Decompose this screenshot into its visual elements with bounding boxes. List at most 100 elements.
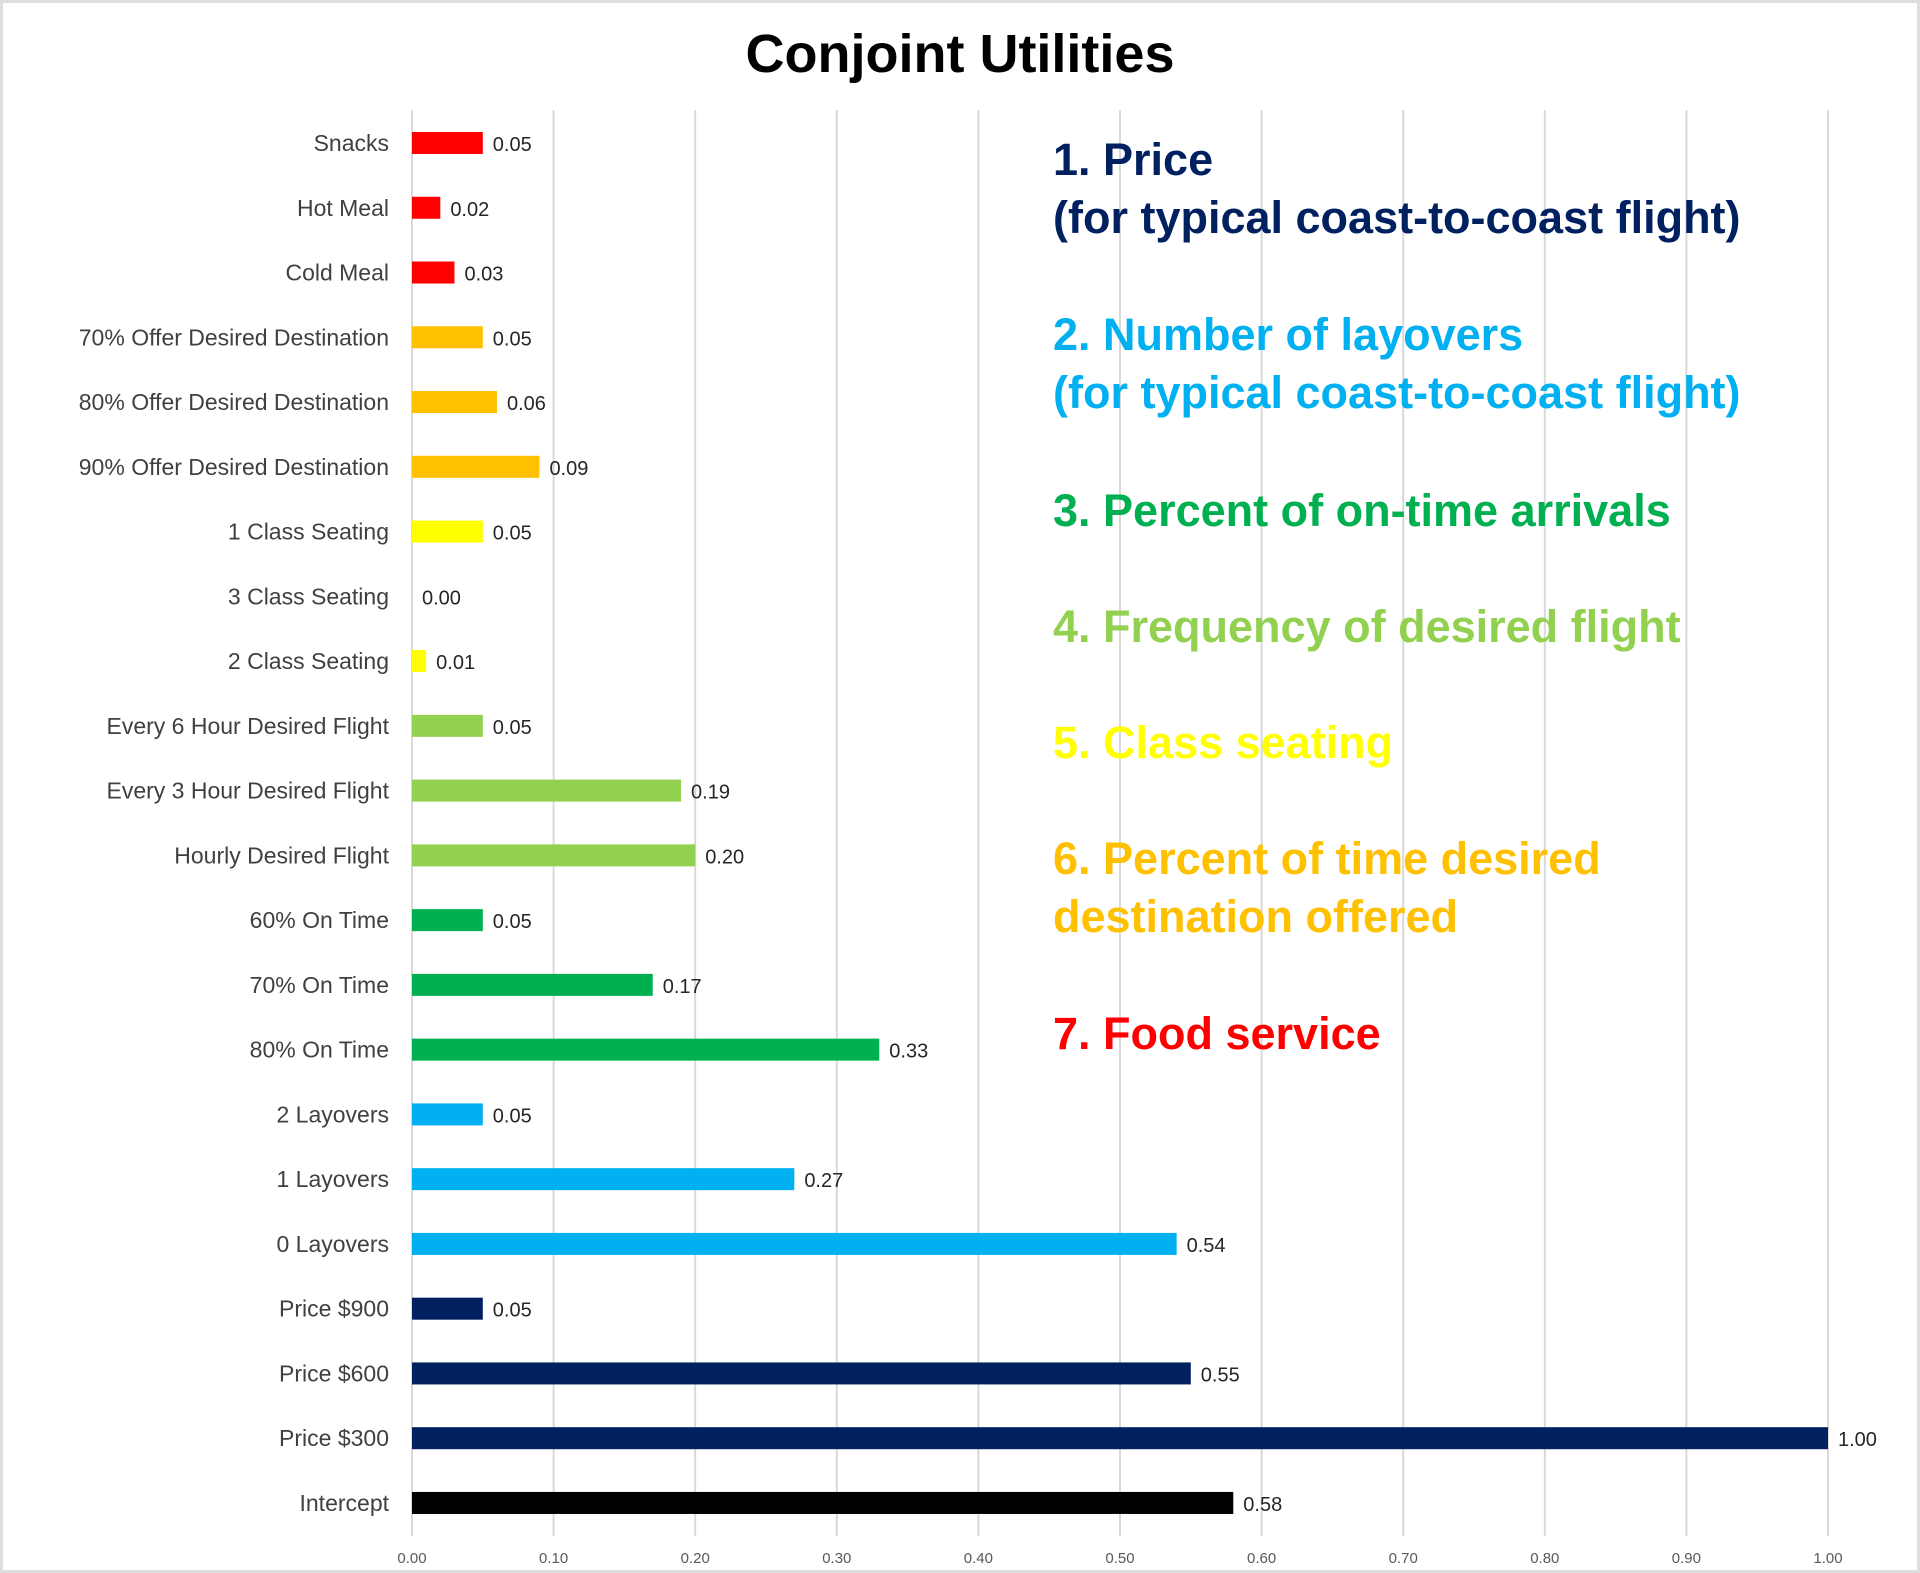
category-label: Price $300: [279, 1425, 389, 1451]
value-label: 0.55: [1201, 1364, 1240, 1386]
legend-entry: 6. Percent of time desired destination of…: [1053, 833, 1601, 942]
value-label: 0.06: [507, 393, 546, 415]
legend-entry: 1. Price (for typical coast-to-coast flig…: [1053, 134, 1741, 243]
legend-text: destination offered: [1053, 891, 1458, 942]
value-labels: 0.05 0.02 0.03 0.05 0.06 0.09 0.05 0.00 0.01 0.05…: [422, 134, 1877, 1516]
category-label: 70% On Time: [250, 972, 389, 998]
bar: [412, 326, 483, 349]
x-tick-label: 0.60: [1247, 1550, 1276, 1567]
category-label: Intercept: [300, 1490, 390, 1516]
category-label: Every 6 Hour Desired Flight: [107, 713, 390, 739]
category-label: 1 Layovers: [276, 1166, 389, 1192]
category-label: 0 Layovers: [276, 1231, 389, 1257]
bar: [412, 714, 483, 737]
x-tick-label: 1.00: [1813, 1550, 1842, 1567]
value-label: 0.00: [422, 587, 461, 609]
category-label: Price $900: [279, 1296, 389, 1322]
bar: [412, 1491, 1234, 1514]
value-label: 0.03: [464, 264, 503, 286]
legend-text: 1. Price: [1053, 134, 1213, 185]
category-label: 3 Class Seating: [228, 583, 389, 609]
bar: [412, 650, 427, 673]
x-tick-label: 0.20: [681, 1550, 710, 1567]
bar: [412, 261, 455, 284]
legend-entry: 7. Food service: [1053, 1008, 1381, 1059]
category-label: 60% On Time: [250, 907, 389, 933]
legend-text: 6. Percent of time desired: [1053, 833, 1601, 884]
value-label: 0.05: [493, 523, 532, 545]
x-tick-label: 0.10: [539, 1550, 568, 1567]
value-label: 0.05: [493, 328, 532, 350]
value-label: 0.54: [1187, 1235, 1226, 1257]
value-label: 0.05: [493, 1105, 532, 1127]
legend-text: 3. Percent of on-time arrivals: [1053, 485, 1671, 536]
legend-text: (for typical coast-to-coast flight): [1053, 192, 1741, 243]
value-label: 0.17: [663, 976, 702, 998]
bar: [412, 909, 483, 932]
legend-entry: 2. Number of layovers (for typical coast-…: [1053, 309, 1741, 418]
bar: [412, 196, 441, 219]
category-label: Hourly Desired Flight: [174, 842, 389, 868]
category-label: Every 3 Hour Desired Flight: [107, 778, 390, 804]
bar: [412, 779, 682, 802]
bar: [412, 1362, 1191, 1385]
bars: [412, 132, 1828, 1514]
x-tick-label: 0.50: [1105, 1550, 1134, 1567]
value-label: 0.05: [493, 911, 532, 933]
bar: [412, 973, 653, 996]
bar: [412, 455, 540, 478]
legend-text: 4. Frequency of desired flight: [1053, 601, 1681, 652]
value-label: 0.01: [436, 652, 475, 674]
value-label: 0.05: [493, 717, 532, 739]
legend-text: 5. Class seating: [1053, 717, 1393, 768]
category-labels: Snacks Hot Meal Cold Meal 70% Offer Desired…: [79, 130, 390, 1516]
x-axis-tick-labels: 0.00 0.10 0.20 0.30 0.40 0.50 0.60 0.70 0.80 0.90…: [397, 1550, 1842, 1567]
legend-text: 7. Food service: [1053, 1008, 1381, 1059]
value-label: 0.20: [705, 846, 744, 868]
category-label: Hot Meal: [297, 195, 389, 221]
category-label: Price $600: [279, 1360, 389, 1386]
legend-text: 2. Number of layovers: [1053, 309, 1523, 360]
bar: [412, 1168, 795, 1191]
category-label: 80% Offer Desired Destination: [79, 389, 389, 415]
bar: [412, 1297, 483, 1320]
category-label: 1 Class Seating: [228, 519, 389, 545]
value-label: 0.19: [691, 782, 730, 804]
legend-entry: 5. Class seating: [1053, 717, 1393, 768]
x-tick-label: 0.70: [1389, 1550, 1418, 1567]
x-tick-label: 0.90: [1672, 1550, 1701, 1567]
value-label: 0.05: [493, 134, 532, 156]
value-label: 0.02: [450, 199, 489, 221]
category-label: 2 Layovers: [276, 1101, 389, 1127]
legend-text: (for typical coast-to-coast flight): [1053, 367, 1741, 418]
value-label: 0.33: [889, 1041, 928, 1063]
x-tick-label: 0.80: [1530, 1550, 1559, 1567]
bar: [412, 132, 483, 154]
category-label: 80% On Time: [250, 1037, 389, 1063]
legend-entry: 4. Frequency of desired flight: [1053, 601, 1681, 652]
bar: [412, 1232, 1177, 1255]
bar: [412, 1038, 880, 1061]
category-label: Cold Meal: [285, 260, 389, 286]
bar: [412, 1103, 483, 1126]
bar: [412, 1427, 1828, 1450]
bar: [412, 844, 696, 867]
category-label: 70% Offer Desired Destination: [79, 324, 389, 350]
legend-entry: 3. Percent of on-time arrivals: [1053, 485, 1671, 536]
category-label: 2 Class Seating: [228, 648, 389, 674]
x-tick-label: 0.00: [397, 1550, 426, 1567]
x-tick-label: 0.30: [822, 1550, 851, 1567]
x-tick-label: 0.40: [964, 1550, 993, 1567]
value-label: 0.09: [549, 458, 588, 480]
category-label: Snacks: [314, 130, 389, 156]
value-label: 0.58: [1243, 1494, 1282, 1516]
value-label: 0.27: [804, 1170, 843, 1192]
bar: [412, 391, 497, 414]
value-label: 0.05: [493, 1300, 532, 1322]
category-label: 90% Offer Desired Destination: [79, 454, 389, 480]
legend: 1. Price (for typical coast-to-coast flig…: [1053, 134, 1741, 1059]
value-label: 1.00: [1838, 1429, 1877, 1451]
bar: [412, 520, 483, 543]
